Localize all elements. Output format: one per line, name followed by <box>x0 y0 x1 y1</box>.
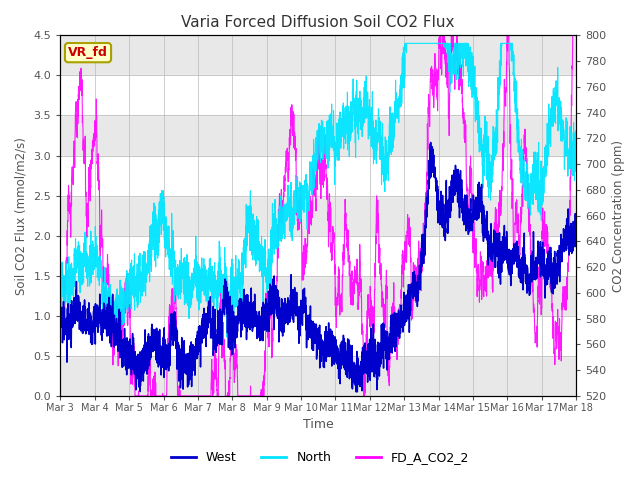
Bar <box>60 156 576 195</box>
Legend: West, North, FD_A_CO2_2: West, North, FD_A_CO2_2 <box>166 446 474 469</box>
Bar <box>60 316 576 356</box>
Y-axis label: Soil CO2 Flux (mmol/m2/s): Soil CO2 Flux (mmol/m2/s) <box>15 137 28 295</box>
X-axis label: Time: Time <box>303 419 333 432</box>
Bar <box>60 75 576 116</box>
Y-axis label: CO2 Concentration (ppm): CO2 Concentration (ppm) <box>612 140 625 292</box>
Text: VR_fd: VR_fd <box>68 46 108 59</box>
Bar <box>60 236 576 276</box>
Title: Varia Forced Diffusion Soil CO2 Flux: Varia Forced Diffusion Soil CO2 Flux <box>182 15 455 30</box>
